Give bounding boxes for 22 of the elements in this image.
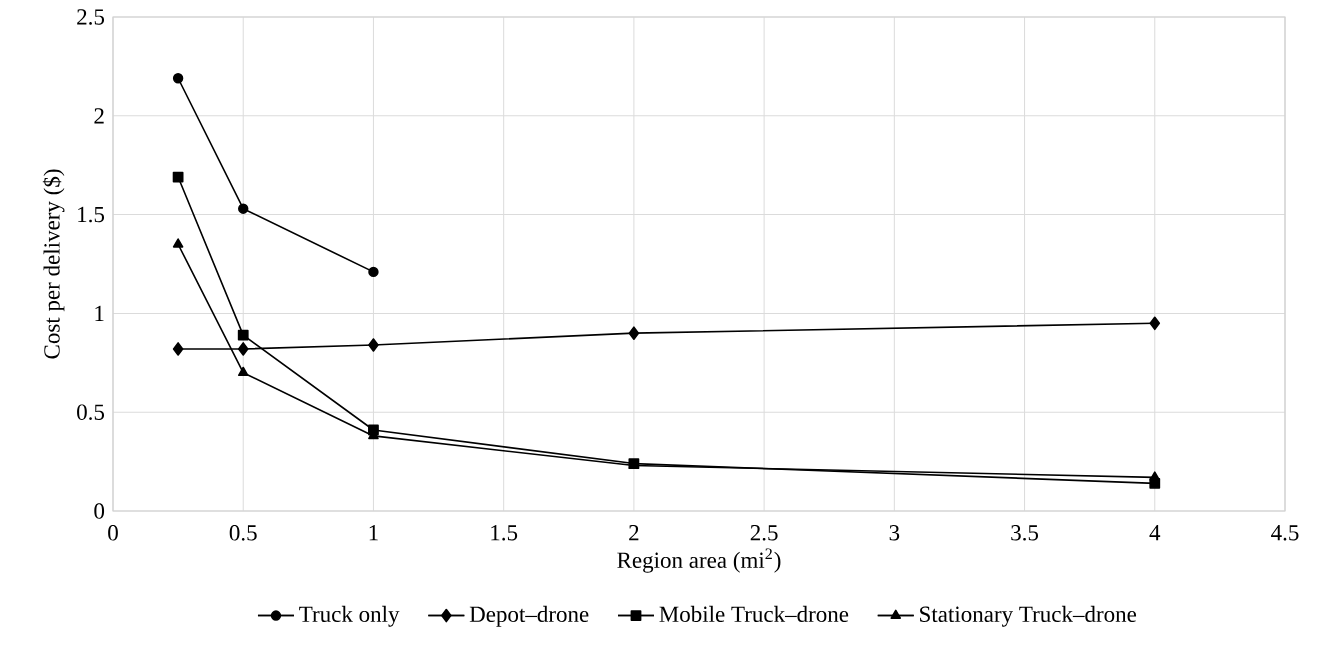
y-axis-title: Cost per delivery ($) [42, 169, 65, 359]
y-tick-label: 1 [95, 305, 104, 321]
x-tick-label: 2.5 [750, 525, 778, 541]
y-tick-label: 1.5 [78, 206, 105, 223]
x-tick-label: 4.5 [1271, 525, 1299, 541]
x-tick-label: 1.5 [491, 525, 518, 541]
legend-label: Depot–drone [469, 605, 589, 627]
y-tick-label: 0.5 [77, 404, 105, 420]
legend-label: Stationary Truck–drone [920, 605, 1137, 627]
x-tick-label: 3 [889, 525, 900, 541]
legend-label: Mobile Truck–drone [659, 605, 849, 623]
y-tick-label: 2.5 [77, 9, 105, 25]
y-tick-label: 0 [94, 503, 105, 519]
x-tick-label: 1 [369, 525, 378, 541]
x-tick-label: 2 [629, 525, 639, 541]
x-tick-label: 0 [108, 525, 118, 541]
x-tick-label: 4 [1149, 525, 1161, 541]
x-axis-title: Region area (mi$^{2}$) [617, 548, 781, 573]
y-tick-label: 2 [94, 108, 104, 124]
x-tick-label: 3.5 [1011, 525, 1039, 541]
x-tick-label: 0.5 [229, 525, 257, 541]
legend-label: Truck only [299, 605, 400, 627]
